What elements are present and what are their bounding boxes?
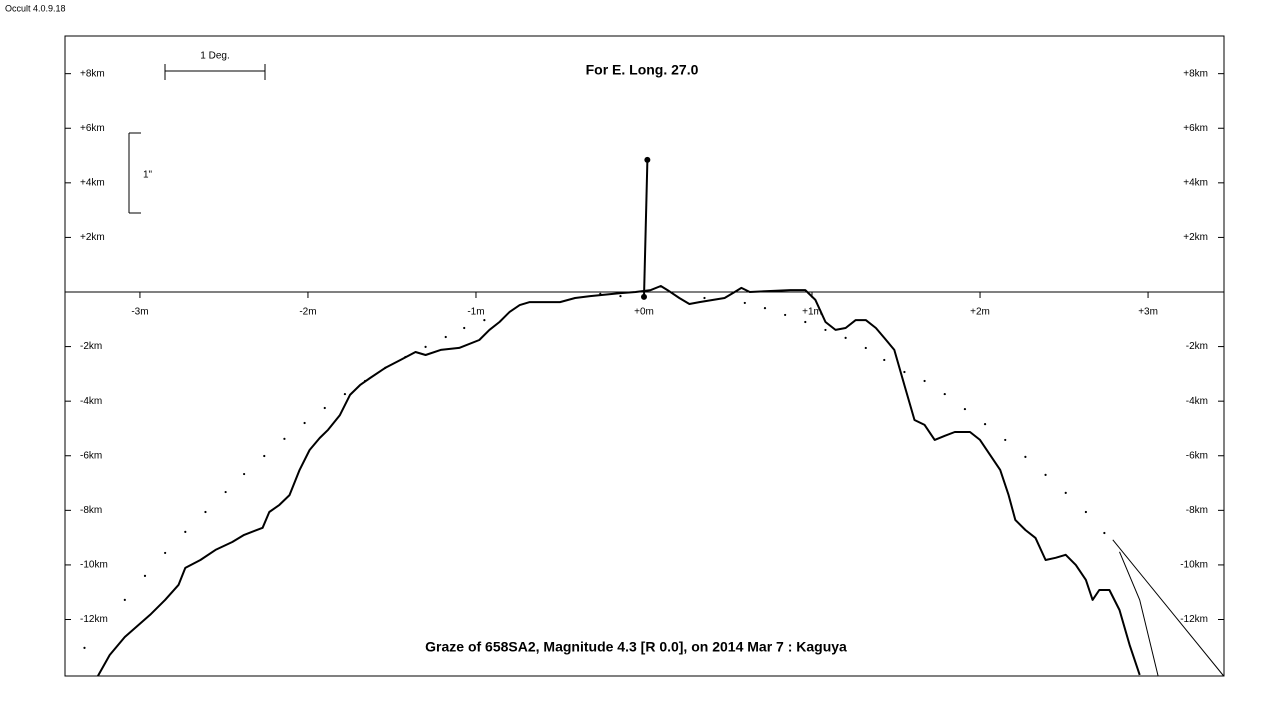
y-tick-label-right: -6km	[1186, 450, 1208, 461]
x-tick-label: -1m	[467, 307, 484, 318]
limb-dot	[483, 319, 486, 322]
x-tick-label: +1m	[802, 307, 822, 318]
limb-dot	[83, 646, 86, 649]
limb-dot	[123, 598, 126, 601]
limb-dot	[204, 510, 207, 514]
limb-dot	[303, 421, 306, 425]
limb-dot	[824, 328, 827, 332]
limb-dot	[864, 346, 867, 350]
limb-dot	[184, 530, 187, 533]
y-tick-label: -4km	[80, 396, 102, 407]
limb-dot	[1044, 473, 1047, 476]
y-tick-label-right: +4km	[1183, 177, 1208, 188]
limb-dot	[424, 345, 427, 348]
x-tick-label: -2m	[299, 307, 316, 318]
path-line	[1119, 551, 1159, 677]
y-tick-label: +4km	[80, 177, 105, 188]
star-marker-line	[643, 159, 649, 297]
limb-dot	[883, 358, 886, 362]
limb-dot	[243, 472, 246, 476]
x-tick-label: -3m	[131, 307, 148, 318]
star-marker-dot	[640, 293, 647, 300]
limb-dot	[619, 294, 622, 298]
limb-dot	[283, 437, 286, 440]
y-tick-label-right: -2km	[1186, 341, 1208, 352]
limb-dot	[384, 366, 387, 369]
limb-dot	[343, 392, 347, 396]
limb-dot	[703, 296, 706, 300]
limb-dot	[763, 307, 767, 310]
limb-dot	[1004, 438, 1007, 442]
x-tick-label: +2m	[970, 307, 990, 318]
limb-dot	[804, 320, 807, 324]
y-tick-label: +6km	[80, 123, 105, 134]
limb-dot	[844, 336, 847, 339]
y-tick-label: -8km	[80, 505, 102, 516]
y-tick-label-right: +8km	[1183, 68, 1208, 79]
limb-dot	[164, 551, 167, 555]
star-marker-dot	[644, 156, 651, 163]
limb-dot	[463, 326, 466, 330]
y-tick-label-right: -12km	[1180, 614, 1208, 625]
app-label: Occult 4.0.9.18	[5, 3, 66, 13]
limb-dot	[743, 301, 746, 305]
limb-dot	[923, 379, 926, 383]
scale-bar-x-label: 1 Deg.	[200, 51, 229, 62]
limb-dot	[903, 370, 906, 374]
y-tick-label: -12km	[80, 614, 108, 625]
y-tick-label-right: +6km	[1183, 123, 1208, 134]
limb-dot	[323, 406, 326, 410]
limb-dot	[943, 392, 946, 396]
limb-dot	[263, 454, 266, 458]
path-line	[1112, 539, 1225, 677]
limb-dot	[404, 355, 407, 359]
scale-bar-y	[128, 132, 141, 214]
limb-dot	[444, 335, 447, 339]
plot-frame	[64, 35, 1225, 677]
limb-dot	[1024, 455, 1027, 458]
x-tick-label: +3m	[1138, 307, 1158, 318]
limb-dot	[599, 292, 602, 296]
limb-dot	[1064, 491, 1067, 494]
limb-dot	[963, 407, 967, 411]
y-tick-label: +8km	[80, 68, 105, 79]
scale-bar-y-label: 1"	[143, 170, 153, 181]
limb-dot	[983, 422, 987, 426]
limb-dot	[1103, 531, 1106, 535]
profile-line	[97, 285, 1141, 677]
limb-dot	[363, 379, 367, 383]
y-tick-label: -10km	[80, 560, 108, 571]
y-tick-label: -2km	[80, 341, 102, 352]
limb-dot	[143, 574, 147, 577]
y-tick-label: -6km	[80, 450, 102, 461]
y-tick-label-right: -8km	[1186, 505, 1208, 516]
limb-dot	[224, 490, 227, 494]
y-tick-label-right: +2km	[1183, 232, 1208, 243]
limb-dot	[1084, 510, 1087, 514]
limb-dot	[784, 313, 787, 317]
y-tick-label-right: -10km	[1180, 560, 1208, 571]
y-tick-label-right: -4km	[1186, 396, 1208, 407]
scale-bar-x	[164, 64, 266, 80]
chart-title: For E. Long. 27.0	[586, 62, 699, 78]
x-tick-label: +0m	[634, 307, 654, 318]
chart-footer: Graze of 658SA2, Magnitude 4.3 [R 0.0], …	[425, 639, 847, 655]
y-tick-label: +2km	[80, 232, 105, 243]
